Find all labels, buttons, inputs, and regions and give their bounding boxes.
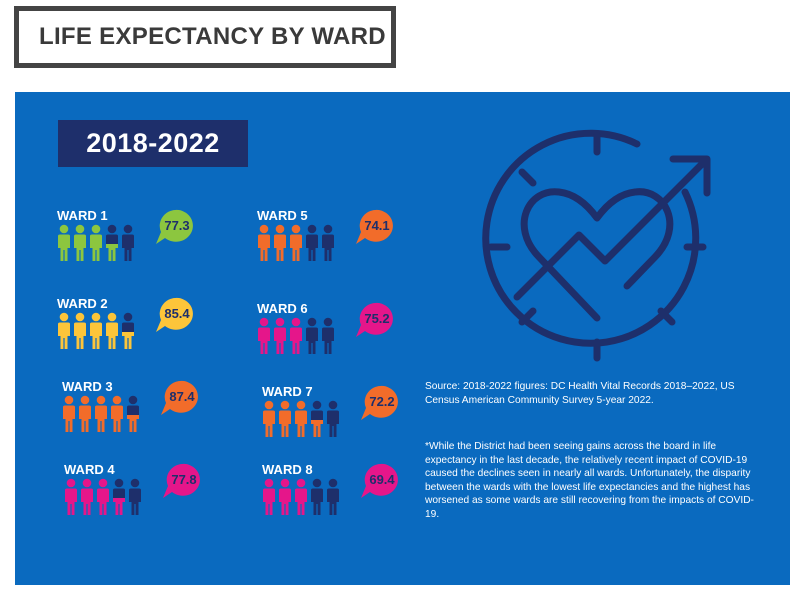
speech-bubble-icon <box>361 463 398 498</box>
person-icon <box>95 395 107 432</box>
life-expectancy-value: 85.4 <box>164 306 190 321</box>
ward-block: WARD 5 74.1 <box>257 208 442 278</box>
person-icon-row <box>64 478 142 516</box>
year-badge: 2018-2022 <box>58 120 248 167</box>
ward-block: WARD 6 75.2 <box>257 301 442 371</box>
value-bubble: 87.4 <box>160 379 204 417</box>
person-icon <box>79 395 91 432</box>
person-icon <box>127 395 139 432</box>
person-icon <box>90 224 102 261</box>
person-icon <box>279 400 291 437</box>
title-box: LIFE EXPECTANCY BY WARD <box>14 6 396 68</box>
person-icon <box>258 224 270 261</box>
person-icon <box>327 478 339 515</box>
value-bubble: 77.8 <box>162 462 206 500</box>
ward-label: WARD 1 <box>57 208 108 223</box>
value-bubble: 77.3 <box>155 208 199 246</box>
speech-bubble-icon <box>156 209 193 244</box>
person-icon <box>327 400 339 437</box>
person-icon <box>74 224 86 261</box>
person-icon-row <box>62 395 140 433</box>
person-icon <box>306 224 318 261</box>
person-icon <box>113 478 125 515</box>
person-icon <box>81 478 93 515</box>
speech-bubble-icon <box>356 302 393 337</box>
person-icon <box>258 317 270 354</box>
person-icon <box>90 312 102 349</box>
note-text: *While the District had been seeing gain… <box>425 441 754 520</box>
person-icon <box>58 312 70 349</box>
person-icon <box>311 400 323 437</box>
person-icon <box>290 224 302 261</box>
person-icon <box>263 478 275 515</box>
speech-bubble-icon <box>163 463 200 498</box>
person-icon <box>106 312 118 349</box>
life-expectancy-value: 75.2 <box>364 311 390 326</box>
person-icon-row <box>57 224 135 262</box>
ward-block: WARD 8 69.4 <box>262 462 447 532</box>
infographic-panel: 2018-2022 WARD 1 77.3 WARD 2 85.4 WARD 3 87.4… <box>15 92 790 585</box>
ward-label: WARD 5 <box>257 208 308 223</box>
speech-bubble-icon <box>356 209 393 244</box>
person-icon <box>322 224 334 261</box>
person-icon <box>58 224 70 261</box>
person-icon-row <box>57 312 135 350</box>
ward-block: WARD 4 77.8 <box>64 462 249 532</box>
ward-block: WARD 2 85.4 <box>57 296 242 366</box>
person-icon <box>106 224 118 261</box>
speech-bubble-icon <box>156 297 193 332</box>
person-icon <box>263 400 275 437</box>
person-icon <box>274 224 286 261</box>
ward-label: WARD 4 <box>64 462 115 477</box>
life-expectancy-value: 77.3 <box>164 218 190 233</box>
ward-label: WARD 6 <box>257 301 308 316</box>
ward-label: WARD 2 <box>57 296 108 311</box>
value-bubble: 85.4 <box>155 296 199 334</box>
person-icon <box>129 478 141 515</box>
life-expectancy-value: 69.4 <box>369 472 395 487</box>
heart-clock-icon <box>482 129 711 362</box>
value-bubble: 72.2 <box>360 384 404 422</box>
value-bubble: 74.1 <box>355 208 399 246</box>
person-icon <box>295 400 307 437</box>
person-icon <box>279 478 291 515</box>
page-title: LIFE EXPECTANCY BY WARD <box>39 23 386 50</box>
person-icon <box>306 317 318 354</box>
person-icon <box>122 312 134 349</box>
person-icon-row <box>257 317 335 355</box>
life-expectancy-value: 72.2 <box>369 394 395 409</box>
life-expectancy-value: 74.1 <box>364 218 390 233</box>
person-icon-row <box>257 224 335 262</box>
ward-block: WARD 1 77.3 <box>57 208 242 278</box>
person-icon <box>274 317 286 354</box>
person-icon <box>290 317 302 354</box>
life-expectancy-value: 77.8 <box>171 472 197 487</box>
person-icon <box>74 312 86 349</box>
person-icon-row <box>262 400 340 438</box>
ward-block: WARD 3 87.4 <box>62 379 247 449</box>
person-icon <box>322 317 334 354</box>
person-icon <box>311 478 323 515</box>
life-expectancy-value: 87.4 <box>169 389 195 404</box>
ward-label: WARD 7 <box>262 384 313 399</box>
person-icon <box>97 478 109 515</box>
person-icon <box>295 478 307 515</box>
person-icon-row <box>262 478 340 516</box>
ward-label: WARD 3 <box>62 379 113 394</box>
person-icon <box>65 478 77 515</box>
value-bubble: 75.2 <box>355 301 399 339</box>
source-text: Source: 2018-2022 figures: DC Health Vit… <box>425 381 735 406</box>
person-icon <box>111 395 123 432</box>
speech-bubble-icon <box>161 380 198 415</box>
ward-label: WARD 8 <box>262 462 313 477</box>
ward-block: WARD 7 72.2 <box>262 384 447 454</box>
person-icon <box>122 224 134 261</box>
speech-bubble-icon <box>361 385 398 420</box>
value-bubble: 69.4 <box>360 462 404 500</box>
person-icon <box>63 395 75 432</box>
